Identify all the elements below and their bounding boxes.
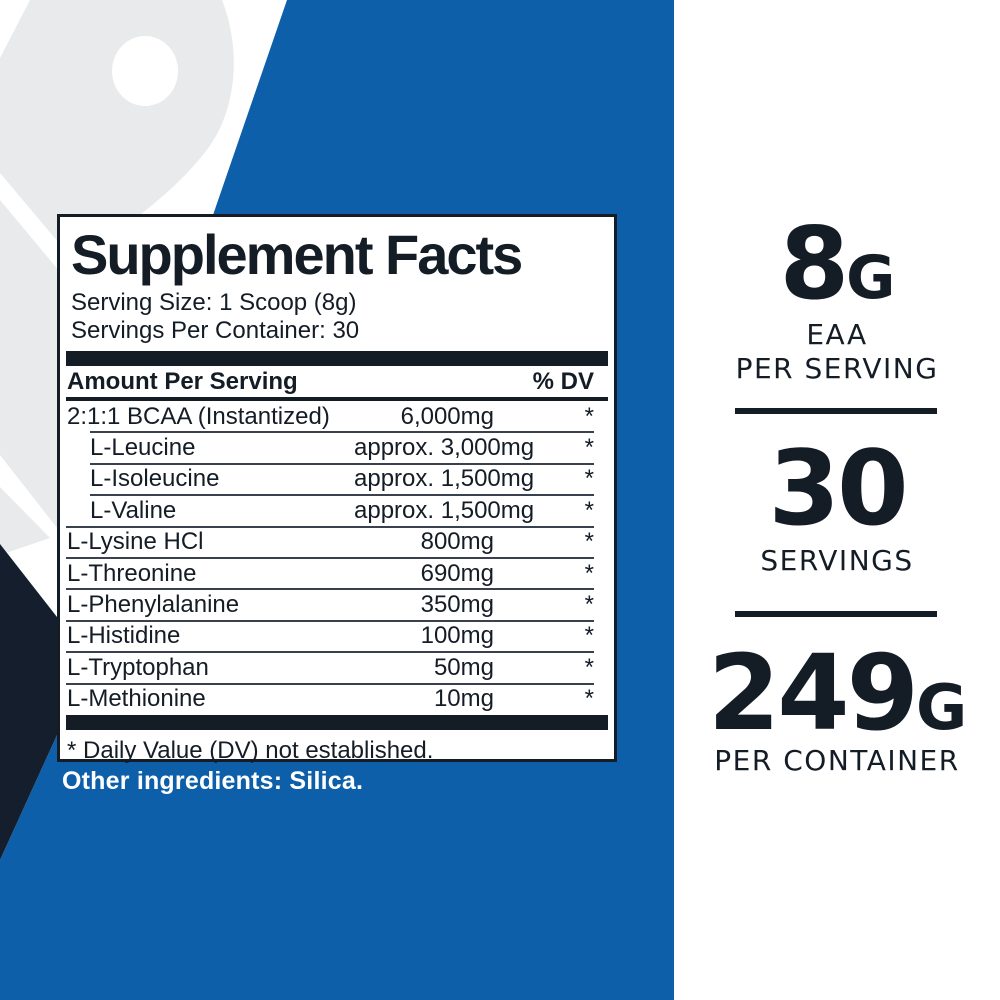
table-row: L-Leucine approx. 3,000mg * (66, 432, 608, 465)
ingredient-amount: approx. 1,500mg (354, 465, 535, 493)
divider-bar-bottom (66, 714, 608, 730)
ingredient-name: L-Leucine (90, 434, 196, 462)
ingredient-dv: * (584, 434, 594, 462)
table-row: L-Valine approx. 1,500mg * (66, 495, 608, 528)
stat-label: PER CONTAINER (674, 744, 1000, 778)
ingredient-amount: approx. 1,500mg (354, 496, 535, 524)
row-separator (66, 525, 594, 528)
navy-stripe (0, 544, 57, 860)
row-separator (66, 651, 594, 654)
stat-label-line: PER SERVING (735, 351, 939, 385)
ingredient-dv: * (584, 591, 594, 619)
stat-eaa-per-serving: 8G (674, 214, 1000, 314)
ingredient-amount: 50mg (433, 653, 494, 681)
stat-unit: G (846, 243, 895, 313)
ingredient-dv: * (584, 496, 594, 524)
table-row: L-Histidine 100mg * (66, 621, 608, 654)
table-row: L-Threonine 690mg * (66, 558, 608, 591)
serving-size: Serving Size: 1 Scoop (8g) (71, 289, 357, 316)
ingredient-amount: 690mg (420, 559, 494, 587)
ingredient-name: L-Valine (90, 496, 177, 524)
ingredient-dv: * (584, 622, 594, 650)
table-header: Amount Per Serving % DV (66, 366, 608, 401)
ingredient-name: L-Isoleucine (90, 465, 220, 493)
amount-header: Amount Per Serving (67, 367, 298, 395)
ingredient-dv: * (584, 653, 594, 681)
stat-label-line: EAA (806, 318, 868, 351)
other-ingredients: Other ingredients: Silica. (62, 767, 364, 795)
ingredient-name: L-Threonine (67, 559, 197, 587)
stat-label: EAA PER SERVING (674, 318, 1000, 385)
ingredient-amount: 6,000mg (400, 402, 494, 430)
ingredient-dv: * (584, 685, 594, 713)
ingredient-name: L-Phenylalanine (67, 591, 240, 619)
ingredient-name: L-Tryptophan (67, 653, 209, 681)
ingredient-name: L-Histidine (67, 622, 181, 650)
table-row: L-Lysine HCl 800mg * (66, 527, 608, 559)
ingredient-dv: * (584, 559, 594, 587)
ingredient-dv: * (584, 402, 594, 430)
row-separator (66, 556, 594, 559)
table-row: L-Tryptophan 50mg * (66, 652, 608, 685)
stat-divider (735, 408, 937, 414)
ingredient-amount: 800mg (420, 528, 494, 556)
stat-unit: G (915, 671, 967, 744)
row-separator (90, 431, 594, 434)
table-row: L-Phenylalanine 350mg * (66, 589, 608, 622)
servings-per-container: Servings Per Container: 30 (71, 317, 360, 344)
stat-value: 8 (779, 205, 850, 322)
stat-value: 30 (768, 429, 908, 549)
row-separator (66, 588, 594, 591)
stat-divider (735, 611, 937, 617)
stat-grams-per-container: 249G (674, 641, 1000, 745)
table-row: L-Methionine 10mg * (66, 684, 608, 715)
ingredient-name: 2:1:1 BCAA (Instantized) (67, 402, 330, 430)
row-separator (90, 462, 594, 465)
ingredient-name: L-Lysine HCl (67, 528, 204, 556)
ingredient-dv: * (584, 465, 594, 493)
stat-value: 249 (707, 632, 919, 754)
row-separator (66, 619, 594, 622)
ingredient-amount: 350mg (420, 591, 494, 619)
ingredient-table: 2:1:1 BCAA (Instantized) 6,000mg * L-Leu… (66, 401, 608, 715)
ingredient-amount: 100mg (420, 622, 494, 650)
footnote: * Daily Value (DV) not established. (67, 736, 434, 764)
ingredient-name: L-Methionine (67, 685, 206, 713)
supplement-facts-panel: Supplement Facts Serving Size: 1 Scoop (… (57, 214, 617, 764)
ingredient-amount: approx. 3,000mg (354, 434, 535, 462)
stat-label-line: SERVINGS (760, 544, 914, 577)
table-row: 2:1:1 BCAA (Instantized) 6,000mg * (66, 401, 608, 434)
stat-servings: 30 (674, 438, 1000, 541)
divider-bar-top (66, 351, 608, 366)
table-row: L-Isoleucine approx. 1,500mg * (66, 464, 608, 497)
facts-title: Supplement Facts (71, 223, 523, 286)
stats-column: 8G EAA PER SERVING 30 SERVINGS 249G PER … (674, 0, 1000, 1000)
row-separator (90, 494, 594, 497)
stat-label-line: PER CONTAINER (714, 744, 960, 777)
ingredient-dv: * (584, 528, 594, 556)
stat-label: SERVINGS (674, 544, 1000, 578)
dv-header: % DV (532, 367, 594, 395)
row-separator (66, 682, 594, 685)
ingredient-amount: 10mg (433, 685, 494, 713)
